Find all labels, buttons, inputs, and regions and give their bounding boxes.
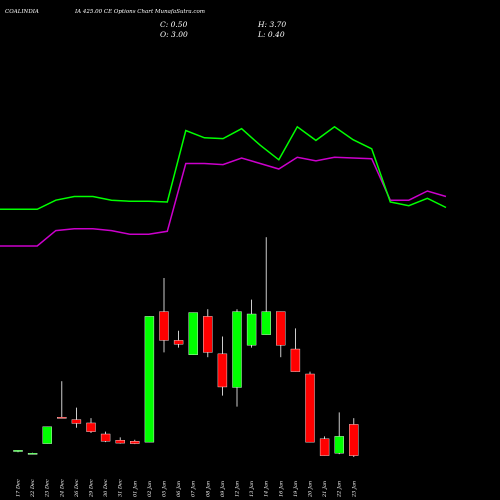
candle-body-down: [349, 424, 359, 456]
candle-body-up: [13, 450, 23, 452]
candle: [130, 439, 140, 445]
candle: [246, 299, 257, 348]
candle-body-down: [305, 373, 315, 443]
close-value: C: 0.50: [160, 20, 188, 29]
candle: [188, 312, 198, 355]
chart-description: IA 425.00 CE Options Chart MunafaSutra.c…: [74, 9, 205, 15]
candle-body-down: [71, 419, 82, 424]
x-tick-label: 22 Dec: [30, 479, 36, 498]
candle-body-down: [203, 316, 213, 353]
candle: [115, 437, 125, 444]
high-value: H: 3.70: [257, 20, 286, 29]
open-value: O: 3.00: [160, 30, 188, 39]
candle: [71, 407, 82, 428]
candle: [173, 330, 184, 348]
candle-body-down: [217, 353, 228, 388]
x-tick-label: 14 Jan: [264, 481, 270, 497]
candle-body-up: [246, 313, 257, 346]
candle: [42, 426, 52, 444]
candle: [86, 418, 96, 434]
candle-body-up: [232, 311, 242, 388]
candle: [305, 371, 315, 443]
candle-body-up: [42, 426, 52, 444]
candle: [27, 452, 38, 455]
candle: [334, 412, 344, 455]
candle-body-up: [27, 453, 38, 455]
candle-body-down: [173, 340, 184, 345]
candle: [232, 309, 242, 407]
x-tick-label: 16 Jan: [278, 481, 284, 497]
x-tick-label: 07 Jan: [191, 481, 197, 497]
x-tick-label: 20 Jan: [308, 481, 314, 498]
candle-body-down: [100, 433, 111, 442]
indicator-lines: [0, 125, 447, 247]
x-axis-ticks: 17 Dec 22 Dec 23 Dec 24 Dec 26 Dec 29 Dec 30 D…: [16, 479, 358, 498]
candle-body-up: [261, 311, 271, 335]
x-tick-label: 13 Jan: [249, 481, 255, 497]
x-tick-label: 26 Dec: [74, 479, 80, 498]
candle: [261, 237, 271, 335]
x-tick-label: 12 Jan: [235, 481, 241, 497]
candle-body-down: [115, 440, 125, 444]
candle: [290, 328, 301, 372]
candle: [144, 316, 155, 443]
candle: [159, 278, 169, 353]
candle: [217, 336, 228, 396]
candle: [203, 309, 213, 358]
candle-body-down: [290, 348, 301, 372]
candles-group: [13, 237, 359, 458]
symbol-label: COALINDIA: [5, 9, 39, 15]
x-tick-label: 17 Dec: [16, 479, 22, 497]
x-tick-label: 19 Jan: [293, 481, 299, 497]
green-indicator-line: [0, 125, 447, 211]
candle: [276, 311, 286, 358]
x-tick-label: 23 Jan: [351, 481, 357, 498]
x-tick-label: 02 Jan: [147, 481, 153, 497]
candle-body-down: [57, 417, 67, 419]
x-tick-label: 31 Dec: [118, 479, 124, 497]
x-tick-label: 09 Jan: [220, 481, 226, 497]
low-value: L: 0.40: [257, 30, 285, 39]
candle-body-up: [334, 436, 344, 454]
candle-body-down: [130, 441, 140, 444]
x-tick-label: 24 Dec: [59, 479, 65, 498]
candle: [100, 431, 111, 443]
candle-body-up: [144, 316, 155, 443]
candle-body-down: [86, 422, 96, 432]
candle-body-down: [159, 311, 169, 341]
candle-body-down: [276, 311, 286, 346]
x-tick-label: 01 Jan: [132, 481, 138, 497]
candle: [349, 418, 359, 458]
x-tick-label: 08 Jan: [205, 481, 211, 497]
x-tick-label: 21 Jan: [322, 481, 328, 498]
x-tick-label: 06 Jan: [176, 481, 182, 497]
purple-indicator-line: [0, 156, 447, 247]
candle: [57, 381, 67, 419]
candle: [319, 436, 330, 456]
x-tick-label: 30 Dec: [103, 479, 109, 497]
candle-body-down: [319, 438, 330, 456]
x-tick-label: 23 Dec: [45, 479, 51, 498]
x-tick-label: 22 Jan: [337, 481, 343, 498]
candle-body-up: [188, 312, 198, 355]
x-tick-label: 05 Jan: [162, 481, 168, 497]
candle: [13, 450, 23, 453]
x-tick-label: 29 Dec: [89, 479, 95, 498]
